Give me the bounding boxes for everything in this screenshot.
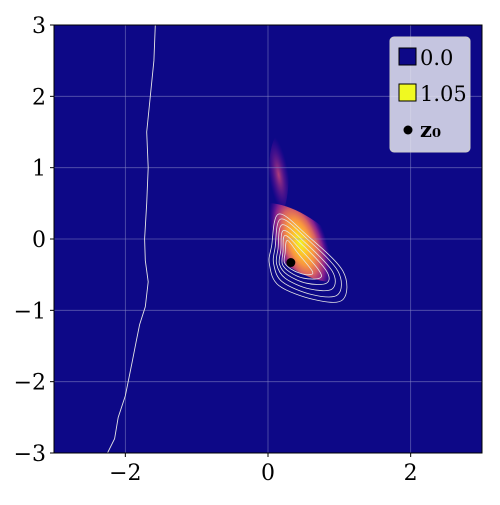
legend: 0.0 1.05 z₀: [390, 37, 470, 152]
x-tick-label: 2: [404, 461, 418, 486]
legend-swatch: [399, 84, 416, 101]
x-tick-label: 0: [261, 461, 275, 486]
y-tick-label: 3: [32, 14, 46, 39]
legend-swatch: [399, 48, 416, 65]
legend-point-marker: [404, 126, 413, 135]
y-tick-label: −3: [14, 442, 46, 467]
legend-label: 0.0: [420, 46, 453, 70]
legend-label: z₀: [420, 117, 441, 142]
y-tick-label: 0: [32, 228, 46, 253]
x-tick-label: −2: [109, 461, 141, 486]
y-tick-label: 2: [32, 85, 46, 110]
density-tail: [269, 135, 289, 215]
y-tick-label: −2: [14, 371, 46, 396]
y-tick-label: 1: [32, 157, 46, 182]
point-z0: [286, 258, 295, 267]
legend-label: 1.05: [420, 82, 467, 106]
y-tick-label: −1: [14, 299, 46, 324]
